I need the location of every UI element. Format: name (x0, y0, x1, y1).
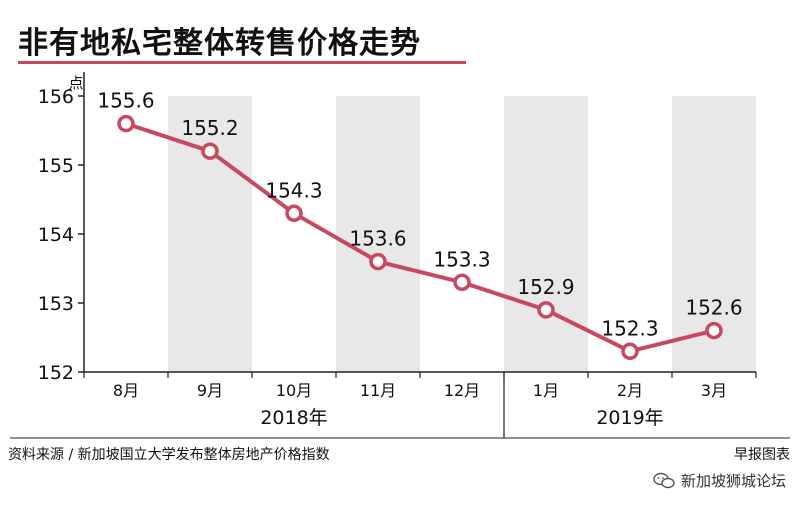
data-label: 155.2 (181, 116, 238, 140)
year-label: 2019年 (596, 407, 663, 429)
data-point (705, 321, 723, 340)
y-tick-label: 155 (38, 155, 74, 177)
data-point (285, 204, 303, 223)
data-label: 153.6 (349, 227, 406, 251)
watermark-text: 新加坡狮城论坛 (680, 472, 786, 490)
y-tick-label: 153 (38, 293, 74, 315)
data-label: 155.6 (97, 89, 154, 113)
data-point (201, 142, 219, 160)
data-label: 152.3 (601, 316, 658, 340)
source-note: 资料来源 / 新加坡国立大学发布整体房地产价格指数 (8, 447, 330, 463)
data-point (369, 252, 387, 271)
data-point (117, 114, 135, 133)
y-axis-unit: 点 (68, 74, 83, 92)
background-band (336, 96, 420, 372)
y-tick-label: 154 (38, 224, 74, 246)
x-tick-label: 9月 (197, 381, 223, 400)
y-tick-label: 156 (38, 86, 74, 108)
data-label: 153.3 (433, 247, 490, 271)
data-label: 152.6 (685, 296, 742, 320)
x-tick-label: 11月 (360, 381, 396, 400)
watermark: 新加坡狮城论坛 (653, 470, 786, 491)
data-point (621, 342, 639, 361)
y-tick-label: 152 (38, 362, 74, 384)
title-underline (18, 61, 466, 64)
chart-credit: 早报图表 (734, 447, 790, 463)
data-point (537, 301, 555, 319)
x-tick-label: 12月 (444, 381, 480, 400)
x-tick-label: 1月 (533, 381, 559, 400)
data-label: 152.9 (517, 275, 574, 299)
x-tick-label: 2月 (617, 381, 643, 400)
background-band (504, 96, 588, 372)
x-tick-label: 10月 (276, 381, 312, 400)
data-point (453, 273, 471, 292)
data-label: 154.3 (265, 178, 322, 202)
chart-title: 非有地私宅整体转售价格走势 (18, 26, 421, 61)
x-tick-label: 3月 (701, 381, 727, 400)
series-line (125, 121, 715, 354)
wechat-icon (653, 472, 675, 488)
year-label: 2018年 (260, 407, 327, 429)
x-tick-label: 8月 (113, 381, 139, 400)
